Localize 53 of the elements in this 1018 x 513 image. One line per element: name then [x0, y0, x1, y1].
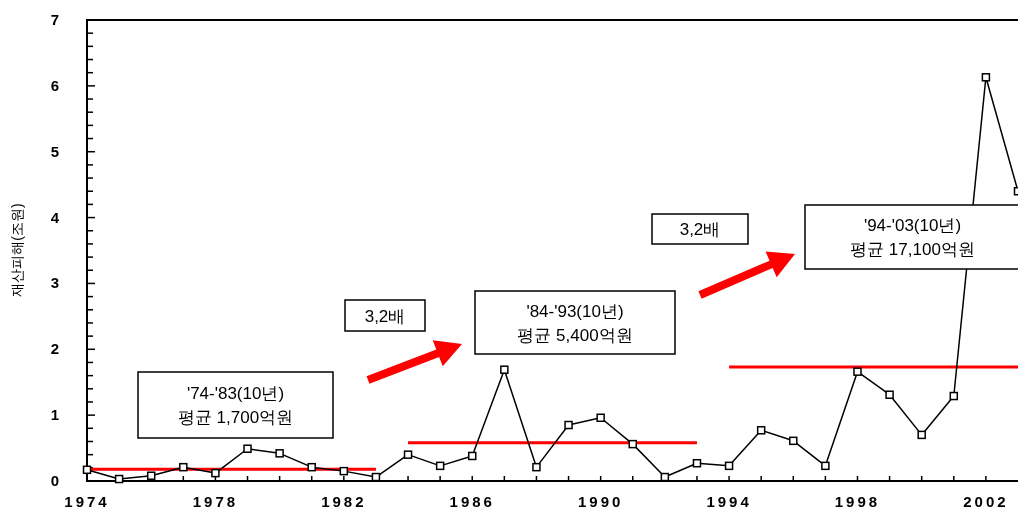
annotation: 3,2배 — [364, 306, 406, 326]
point — [275, 449, 284, 458]
y-tick-label: 6 — [50, 76, 60, 94]
annotation-box: '84-'93(10년) 평균 5,400억원 — [474, 290, 676, 355]
point — [339, 466, 349, 476]
y-tick-label: 5 — [50, 142, 60, 160]
y-tick-label: 1 — [50, 406, 60, 424]
point — [500, 365, 509, 374]
point — [114, 474, 124, 484]
annotation: '94-'03(10년) 평균 17,100억원 — [850, 216, 975, 259]
point — [724, 461, 734, 471]
annotation-box: 3,2배 — [344, 299, 426, 332]
y-axis-title: 재산피해(조원) — [9, 203, 25, 297]
point — [981, 73, 991, 82]
point — [564, 420, 573, 430]
annotation-box: '94-'03(10년) 평균 17,100억원 — [804, 204, 1018, 270]
point — [146, 471, 156, 480]
point — [885, 390, 894, 399]
annotation: 3,2배 — [679, 220, 721, 239]
point — [628, 439, 638, 449]
x-tick-label: 1998 — [834, 493, 881, 510]
annotation: '74-'83(10년) 평균 1,700억원 — [177, 384, 294, 427]
point — [211, 468, 220, 478]
point — [789, 436, 798, 446]
point — [307, 462, 316, 472]
y-tick-label: 3 — [50, 274, 60, 292]
point — [532, 462, 541, 472]
annotation: '84-'93(10년) 평균 5,400억원 — [517, 301, 633, 345]
x-tick-label: 1982 — [321, 493, 367, 510]
point — [243, 444, 252, 453]
x-tick-label: 1990 — [577, 493, 624, 510]
y-tick-label: 4 — [50, 208, 60, 226]
point — [821, 461, 830, 471]
x-tick-label: 1994 — [706, 493, 752, 510]
annotation-box: 3,2배 — [651, 213, 749, 245]
point — [692, 458, 702, 468]
point — [435, 461, 445, 471]
point — [853, 367, 862, 376]
point — [596, 413, 605, 423]
point — [403, 450, 413, 459]
x-tick-label: 2002 — [963, 493, 1009, 510]
point — [179, 462, 188, 472]
annotation-box: '74-'83(10년) 평균 1,700억원 — [137, 371, 334, 439]
x-tick-label: 1974 — [64, 493, 110, 510]
point — [917, 430, 926, 440]
x-tick-label: 1978 — [192, 493, 239, 510]
point — [949, 391, 959, 401]
y-tick-label: 7 — [50, 11, 60, 28]
y-tick-label: 2 — [50, 340, 60, 358]
x-tick-label: 1986 — [449, 493, 495, 510]
point — [467, 451, 477, 461]
point — [756, 426, 766, 435]
y-tick-label: 0 — [50, 472, 60, 489]
